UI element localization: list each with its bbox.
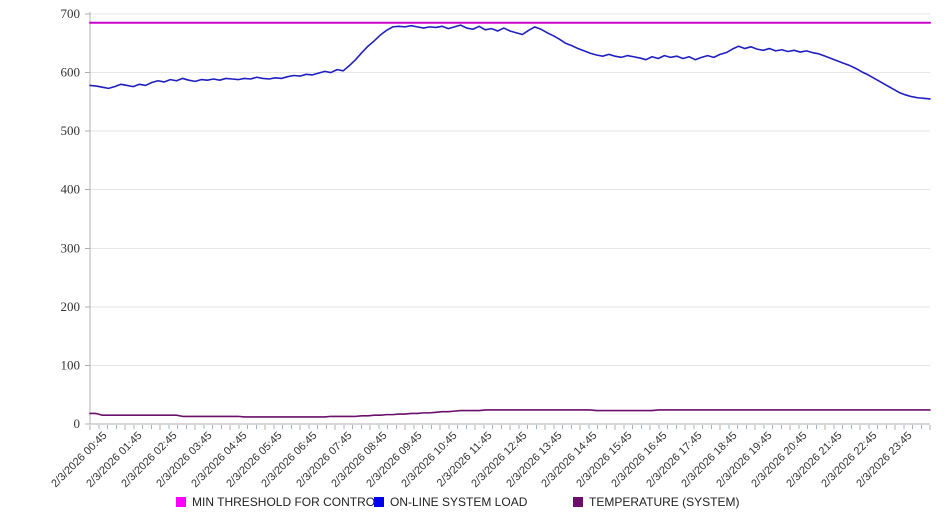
x-tick-labels-group: 2/3/2026 00:452/3/2026 01:452/3/2026 02:… bbox=[49, 430, 914, 490]
series-line-1 bbox=[89, 24, 931, 100]
y-tick-label: 400 bbox=[61, 182, 81, 197]
legend-label-1: ON-LINE SYSTEM LOAD bbox=[390, 495, 528, 509]
y-axis-group: 0 100 200 300 400 500 600 700 bbox=[61, 6, 91, 431]
legend-label-2: TEMPERATURE (SYSTEM) bbox=[589, 495, 739, 509]
y-tick-label: 700 bbox=[61, 6, 81, 21]
y-tick-label: 600 bbox=[61, 65, 81, 80]
gridlines-group bbox=[90, 13, 930, 366]
legend-swatch-1 bbox=[374, 497, 384, 507]
legend-swatch-2 bbox=[573, 497, 583, 507]
y-tick-label: 200 bbox=[61, 299, 81, 314]
x-axis-group bbox=[89, 423, 931, 430]
y-tick-label: 500 bbox=[61, 123, 81, 138]
y-tick-label: 300 bbox=[61, 240, 81, 255]
y-tick-label: 0 bbox=[74, 416, 81, 431]
series-line-2 bbox=[89, 409, 931, 418]
y-tick-label: 100 bbox=[61, 357, 81, 372]
legend-swatch-0 bbox=[176, 497, 186, 507]
series-group bbox=[89, 21, 931, 418]
legend-label-0: MIN THRESHOLD FOR CONTROL bbox=[192, 495, 382, 509]
legend: MIN THRESHOLD FOR CONTROL ON-LINE SYSTEM … bbox=[176, 495, 739, 509]
